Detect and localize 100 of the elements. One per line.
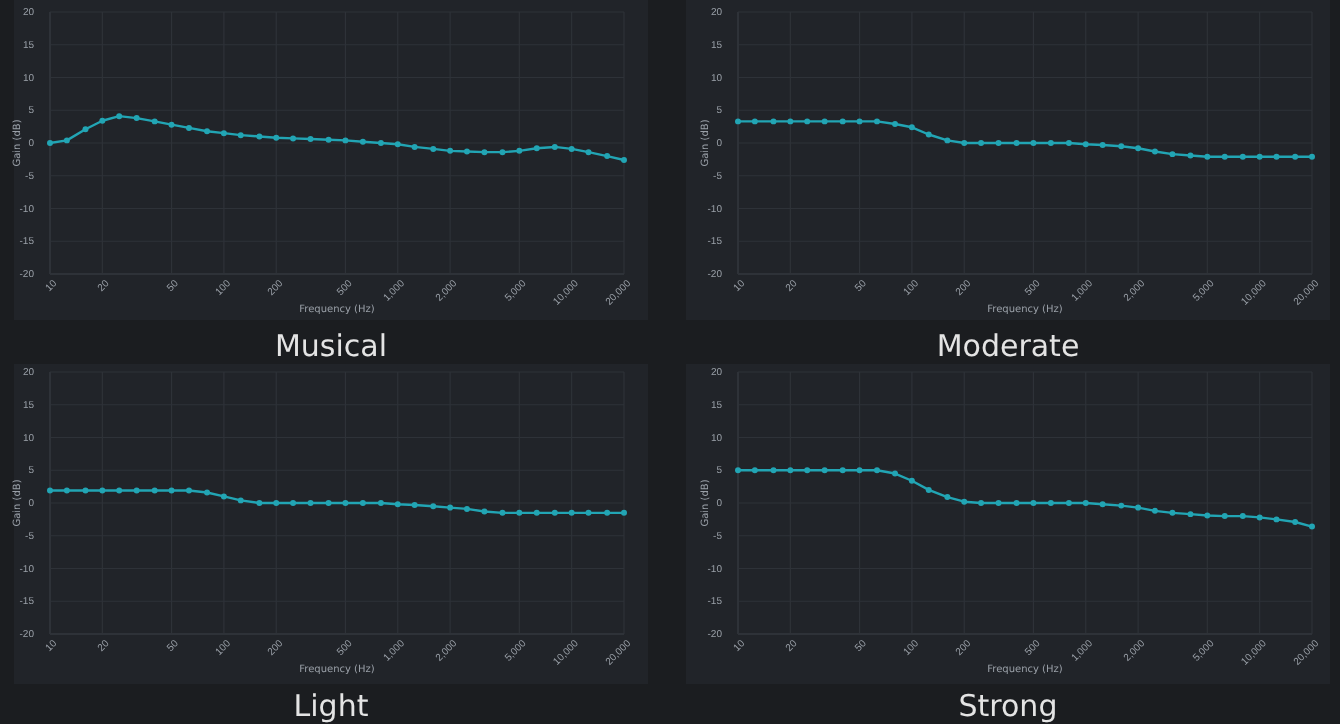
point <box>237 132 244 139</box>
point <box>839 467 846 474</box>
point <box>1082 141 1089 148</box>
point <box>751 467 758 474</box>
point <box>1256 153 1263 160</box>
point <box>925 131 932 138</box>
point <box>394 141 401 148</box>
point <box>770 118 777 125</box>
point <box>220 130 227 137</box>
point <box>273 134 280 141</box>
point <box>1169 151 1176 158</box>
point <box>621 157 627 164</box>
point <box>1309 153 1315 160</box>
point <box>1292 153 1299 160</box>
point <box>585 149 592 156</box>
point <box>1221 153 1228 160</box>
point <box>621 509 627 516</box>
point <box>1099 141 1106 148</box>
point <box>1273 153 1280 160</box>
point <box>82 126 89 133</box>
point <box>447 504 454 511</box>
point <box>604 509 611 516</box>
point <box>1239 153 1246 160</box>
point <box>1309 523 1315 530</box>
point <box>533 145 540 152</box>
text: Strong <box>958 688 1058 724</box>
point <box>1099 501 1106 508</box>
point <box>394 501 401 508</box>
point <box>856 467 863 474</box>
point <box>1118 143 1125 150</box>
point <box>151 118 158 125</box>
point <box>925 486 932 493</box>
point <box>447 147 454 154</box>
point <box>342 137 349 144</box>
point <box>99 117 106 124</box>
point <box>151 487 158 494</box>
point <box>411 501 418 508</box>
point <box>133 487 140 494</box>
text: Light <box>293 688 369 724</box>
point <box>430 503 437 510</box>
point <box>568 509 575 516</box>
point <box>1030 500 1037 506</box>
point <box>1256 514 1263 521</box>
point <box>856 118 863 125</box>
point <box>186 124 192 131</box>
point <box>82 487 89 494</box>
point <box>1273 516 1280 523</box>
point <box>63 487 70 494</box>
point <box>186 487 192 494</box>
point <box>568 145 575 152</box>
point <box>168 487 175 494</box>
point <box>874 118 880 125</box>
point <box>133 115 140 122</box>
point <box>307 500 314 506</box>
point <box>99 487 106 494</box>
point <box>908 124 915 131</box>
point <box>481 508 488 515</box>
point <box>1135 145 1142 152</box>
point <box>751 118 758 125</box>
point <box>204 489 211 496</box>
point <box>168 121 175 128</box>
point <box>116 113 123 120</box>
point <box>1204 512 1211 519</box>
point <box>839 118 846 125</box>
line-series <box>47 113 627 164</box>
point <box>944 494 951 501</box>
text: Moderate <box>936 328 1080 364</box>
point <box>1187 152 1194 159</box>
point <box>481 149 488 156</box>
point <box>359 138 366 145</box>
point <box>961 498 968 505</box>
point <box>1013 140 1020 146</box>
point <box>787 118 794 125</box>
point <box>787 467 794 474</box>
point <box>995 140 1002 146</box>
point <box>516 509 523 516</box>
point <box>551 509 558 516</box>
point <box>116 487 123 494</box>
point <box>821 467 828 474</box>
point <box>1204 153 1211 160</box>
point <box>237 497 244 504</box>
line-series <box>47 487 627 516</box>
point <box>604 153 611 160</box>
point <box>1169 509 1176 516</box>
point <box>256 133 263 140</box>
point <box>944 137 951 144</box>
point <box>995 500 1002 506</box>
point <box>533 509 540 516</box>
point <box>1118 502 1125 509</box>
point <box>290 135 297 142</box>
point <box>256 500 263 506</box>
line-series <box>735 118 1315 160</box>
point <box>908 477 915 484</box>
point <box>1151 507 1158 514</box>
point <box>342 500 349 506</box>
point <box>821 118 828 125</box>
point <box>499 149 506 156</box>
point <box>516 147 523 154</box>
point <box>411 143 418 150</box>
point <box>325 500 332 506</box>
